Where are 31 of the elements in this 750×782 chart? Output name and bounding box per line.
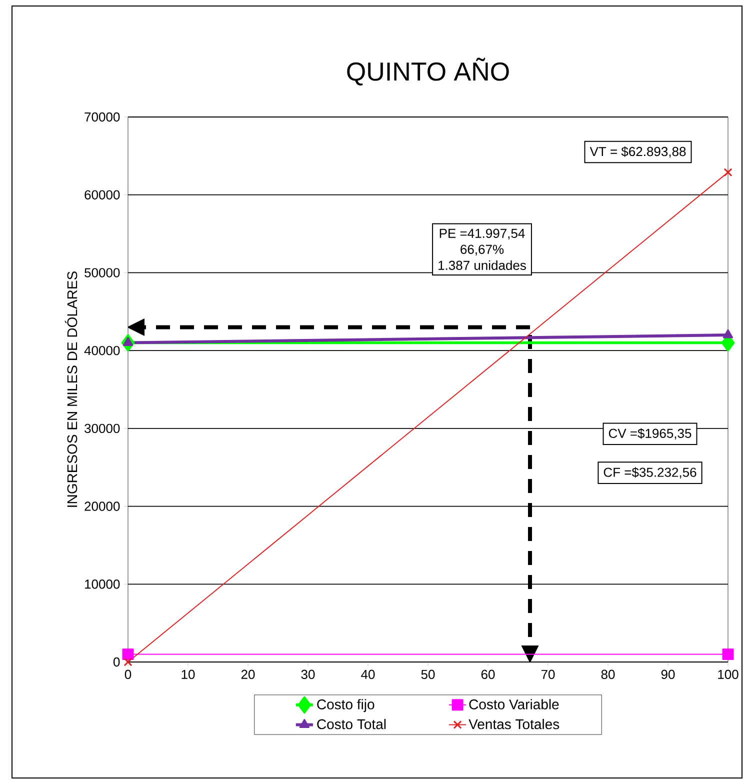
y-tick-label: 10000 bbox=[85, 580, 120, 589]
chart-title: QUINTO AÑO bbox=[347, 58, 509, 86]
y-tick-label: 0 bbox=[113, 657, 120, 667]
y-tick-label: 30000 bbox=[84, 424, 120, 434]
y-tick-label: 60000 bbox=[84, 190, 120, 200]
legend-label: Ventas Totales bbox=[468, 718, 560, 730]
x-tick-label: 40 bbox=[361, 670, 375, 680]
y-tick-label: 70000 bbox=[84, 112, 120, 122]
x-tick-label: 50 bbox=[421, 670, 435, 680]
x-tick-label: 60 bbox=[481, 670, 495, 680]
x-tick-label: 100 bbox=[718, 670, 738, 680]
annotation: 1.387 unidades bbox=[438, 260, 526, 270]
annotation: 66,67% bbox=[460, 244, 504, 256]
x-tick-label: 70 bbox=[541, 670, 555, 680]
legend-label: Costo fijo bbox=[317, 699, 374, 712]
x-tick-label: 80 bbox=[601, 670, 615, 680]
x-tick-label: 0 bbox=[124, 670, 132, 680]
x-tick-label: 20 bbox=[241, 670, 255, 680]
x-tick-label: 10 bbox=[182, 670, 195, 680]
annotation: CV =$1965,35 bbox=[608, 428, 692, 440]
annotation: CF =$35.232,56 bbox=[604, 467, 696, 478]
y-tick-label: 40000 bbox=[84, 346, 120, 356]
y-tick-label: 50000 bbox=[84, 268, 120, 278]
annotation: PE =41.997,54 bbox=[440, 228, 525, 240]
y-axis-title: INGRESOS EN MILES DE DÓLARES bbox=[64, 272, 78, 507]
annotation: VT = $62.893,88 bbox=[590, 146, 686, 158]
x-tick-label: 30 bbox=[301, 670, 315, 680]
x-tick-label: 90 bbox=[661, 670, 675, 680]
y-tick-label: 20000 bbox=[84, 502, 120, 511]
legend-label: Costo Total bbox=[317, 718, 386, 730]
legend-label: Costo Variable bbox=[469, 699, 559, 710]
